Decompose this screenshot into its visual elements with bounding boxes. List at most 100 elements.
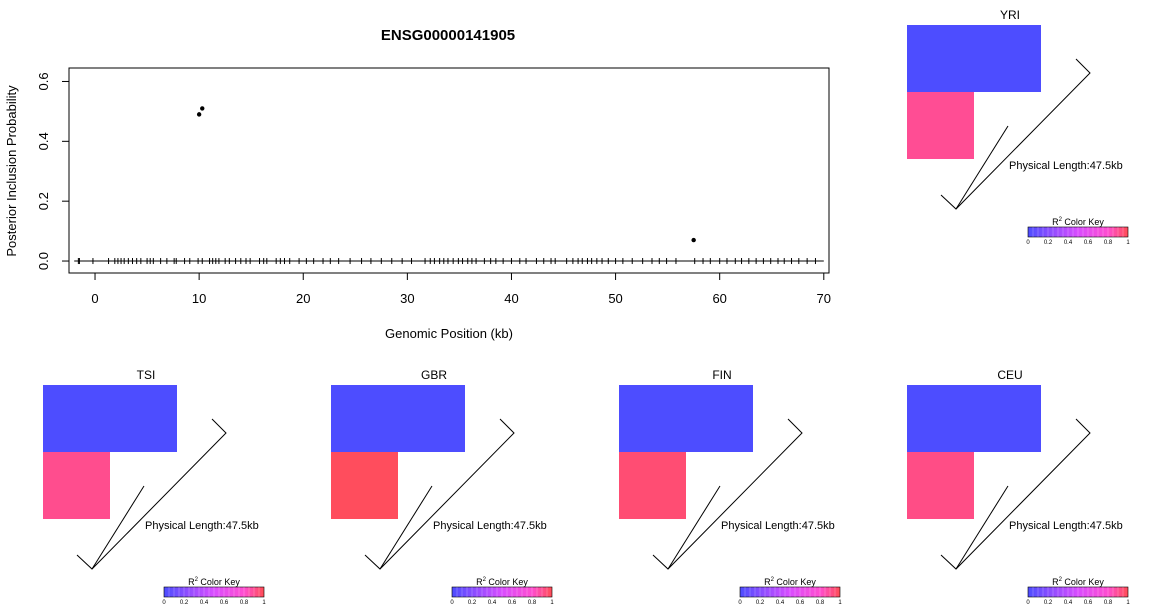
color-key-tick-label: 0 — [738, 600, 742, 606]
data-point — [196, 112, 202, 117]
color-key-tick-label: 0 — [162, 600, 166, 606]
color-key-title: R2 Color Key — [1052, 577, 1104, 587]
x-tick-label: 30 — [400, 291, 414, 306]
ld-cell — [974, 25, 1041, 92]
ld-cell — [43, 385, 110, 452]
rug-ticks — [74, 258, 824, 265]
ld-cell — [110, 385, 177, 452]
x-tick-label: 40 — [504, 291, 518, 306]
color-key-tick-label: 1 — [1126, 600, 1130, 606]
color-key-tick-label: 0.6 — [220, 600, 229, 606]
data-point — [200, 106, 205, 111]
ld-cell — [907, 25, 974, 92]
x-tick-label: 70 — [817, 291, 831, 306]
color-key-tick-label: 0.8 — [240, 600, 249, 606]
color-key-tick-label: 0.6 — [508, 600, 517, 606]
x-axis: 0 10 20 30 40 50 60 70 — [91, 272, 831, 306]
color-key-tick-label: 0.4 — [488, 600, 497, 606]
color-key-title: R2 Color Key — [764, 577, 816, 587]
color-key-tick-label: 1 — [550, 600, 554, 606]
color-key-title: R2 Color Key — [476, 577, 528, 587]
color-key-tick-label: 0.8 — [1104, 600, 1113, 606]
color-key-tick-label: 0.4 — [776, 600, 785, 606]
pip-scatter-panel: ENSG00000141905 0 10 20 30 40 50 60 70 0.00.20.… — [4, 27, 831, 341]
color-key-tick-label: 0.2 — [468, 600, 477, 606]
map-frame-line — [652, 418, 803, 570]
color-key-tick-label: 0.4 — [1064, 240, 1073, 246]
snp-position-line — [955, 485, 1009, 570]
color-key-tick-label: 0.2 — [1044, 600, 1053, 606]
snp-position-line — [379, 485, 433, 570]
map-frame-line — [940, 58, 1091, 210]
physical-length-label: Physical Length:47.5kb — [1009, 160, 1123, 172]
heatmap-title: GBR — [421, 368, 447, 382]
x-tick-label: 20 — [296, 291, 310, 306]
color-key-tick-label: 0.8 — [1104, 240, 1113, 246]
data-point — [691, 237, 696, 243]
ld-heatmap-ceu: CEU Physical Length:47.5kb R2 Color Key 0 0.… — [907, 368, 1130, 606]
color-key-tick-label: 0 — [1026, 600, 1030, 606]
y-tick-label: 0.2 — [36, 192, 51, 210]
ld-cell — [907, 92, 974, 159]
color-key-tick-label: 0.8 — [816, 600, 825, 606]
ld-cell — [43, 452, 110, 519]
color-key-tick-label: 0.6 — [796, 600, 805, 606]
color-key-tick-label: 0.6 — [1084, 240, 1093, 246]
physical-length-label: Physical Length:47.5kb — [145, 520, 259, 532]
color-key-tick-label: 0.4 — [1064, 600, 1073, 606]
y-axis-label: Posterior Inclusion Probability — [4, 85, 19, 257]
map-frame-line — [940, 418, 1091, 570]
color-key-tick-label: 0 — [450, 600, 454, 606]
ld-cell — [974, 385, 1041, 452]
ld-cell — [331, 452, 398, 519]
color-key-tick-label: 0 — [1026, 240, 1030, 246]
ld-heatmap-tsi: TSI Physical Length:47.5kb R2 Color Key 0 0.… — [43, 368, 266, 606]
ld-cell — [907, 452, 974, 519]
ld-heatmap-yri: YRI Physical Length:47.5kb R2 Color Key 0 0.… — [907, 8, 1130, 246]
x-tick-label: 50 — [608, 291, 622, 306]
y-axis: 0.0 0.2 0.4 0.6 — [36, 72, 70, 270]
heatmap-title: CEU — [997, 368, 1022, 382]
snp-position-line — [667, 485, 721, 570]
color-key-tick-label: 0.8 — [528, 600, 537, 606]
physical-length-label: Physical Length:47.5kb — [1009, 520, 1123, 532]
heatmap-title: FIN — [712, 368, 731, 382]
data-points — [196, 106, 696, 243]
y-tick-label: 0.6 — [36, 72, 51, 90]
ld-cell — [398, 385, 465, 452]
color-key-tick-label: 1 — [1126, 240, 1130, 246]
x-tick-label: 60 — [712, 291, 726, 306]
ld-heatmap-gbr: GBR Physical Length:47.5kb R2 Color Key 0 0.… — [331, 368, 554, 606]
color-key-title: R2 Color Key — [188, 577, 240, 587]
plot-frame — [68, 67, 830, 274]
physical-length-label: Physical Length:47.5kb — [721, 520, 835, 532]
physical-length-label: Physical Length:47.5kb — [433, 520, 547, 532]
color-key-title: R2 Color Key — [1052, 217, 1104, 227]
ld-heatmap-fin: FIN Physical Length:47.5kb R2 Color Key 0 0.… — [619, 368, 842, 606]
x-tick-label: 10 — [192, 291, 206, 306]
map-frame-line — [364, 418, 515, 570]
y-tick-label: 0.4 — [36, 132, 51, 150]
y-tick-label: 0.0 — [36, 252, 51, 270]
ld-cell — [619, 452, 686, 519]
heatmap-title: TSI — [137, 368, 156, 382]
snp-position-line — [91, 485, 145, 570]
ld-cell — [686, 385, 753, 452]
ld-cell — [331, 385, 398, 452]
chart-title: ENSG00000141905 — [381, 27, 515, 44]
ld-cell — [619, 385, 686, 452]
color-key-tick-label: 0.4 — [200, 600, 209, 606]
map-frame-line — [76, 418, 227, 570]
color-key-tick-label: 1 — [262, 600, 266, 606]
heatmap-title: YRI — [1000, 8, 1020, 22]
color-key-tick-label: 0.2 — [180, 600, 189, 606]
ld-heatmap-panels: YRI Physical Length:47.5kb R2 Color Key 0 0.… — [43, 8, 1130, 606]
color-key-tick-label: 0.2 — [1044, 240, 1053, 246]
color-key-tick-label: 0.6 — [1084, 600, 1093, 606]
x-axis-label: Genomic Position (kb) — [385, 326, 513, 341]
ld-cell — [907, 385, 974, 452]
color-key-tick-label: 1 — [838, 600, 842, 606]
snp-position-line — [955, 125, 1009, 210]
x-tick-label: 0 — [91, 291, 98, 306]
